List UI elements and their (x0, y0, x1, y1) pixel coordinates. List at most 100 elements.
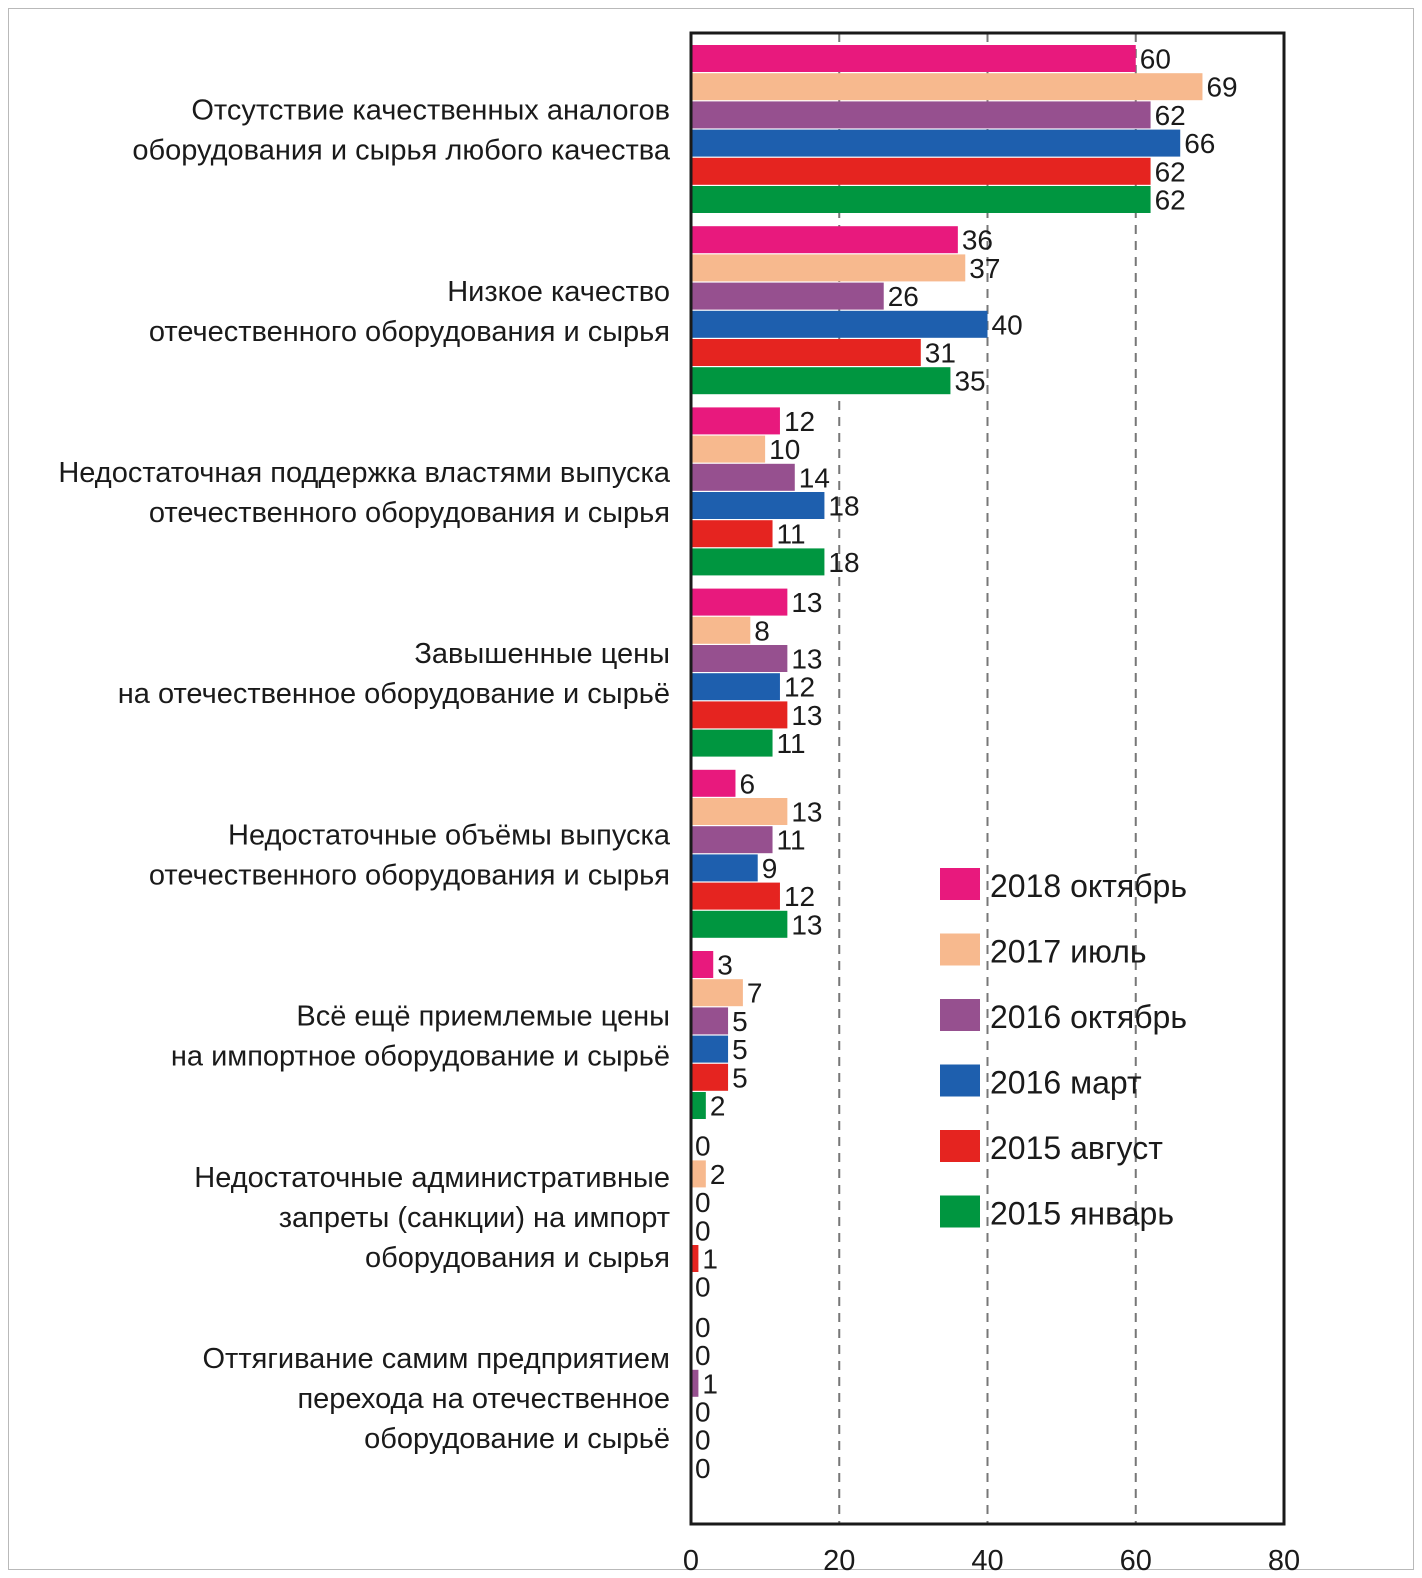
data-label: 60 (1140, 44, 1171, 75)
data-label: 13 (791, 909, 822, 940)
bar (691, 310, 988, 338)
bar (691, 367, 951, 395)
bar (691, 673, 780, 701)
data-label: 5 (732, 1006, 748, 1037)
data-label: 6 (739, 768, 755, 799)
data-label: 12 (784, 406, 815, 437)
data-label: 0 (695, 1272, 711, 1303)
bar (691, 1160, 706, 1188)
data-label: 0 (695, 1453, 711, 1484)
data-label: 31 (925, 338, 956, 369)
data-label: 35 (954, 366, 985, 397)
data-label: 36 (962, 225, 993, 256)
legend-label: 2016 март (990, 1065, 1142, 1101)
bar (691, 157, 1151, 185)
category-label: на импортное оборудование и сырьё (171, 1041, 670, 1073)
legend-label: 2018 октябрь (990, 868, 1187, 904)
bar (691, 282, 884, 310)
category-label: оборудования и сырья любого качества (132, 135, 670, 167)
bar (691, 854, 758, 882)
data-label: 13 (791, 644, 822, 675)
bar (691, 463, 795, 491)
legend-swatch (940, 933, 980, 966)
category-label: отечественного оборудования и сырья (149, 316, 670, 348)
bar (691, 548, 825, 576)
bar (691, 701, 788, 729)
bar (691, 979, 743, 1007)
legend-swatch (940, 999, 980, 1031)
data-label: 12 (784, 881, 815, 912)
bar (691, 616, 751, 644)
data-label: 14 (799, 462, 830, 493)
legend-swatch (940, 868, 980, 900)
data-label: 0 (695, 1340, 711, 1371)
bar (691, 407, 780, 435)
category-label: Всё ещё приемлемые цены (296, 1001, 670, 1033)
plot-area (689, 31, 1286, 1526)
data-label: 1 (702, 1244, 718, 1275)
category-label: Недостаточные объёмы выпуска (228, 819, 671, 851)
bar (691, 826, 773, 854)
category-label: Отсутствие качественных аналогов (191, 95, 670, 127)
category-label: оборудование и сырьё (364, 1423, 670, 1455)
bar (691, 729, 773, 757)
data-label: 18 (828, 547, 859, 578)
bar (691, 254, 966, 282)
category-label: Недостаточные административные (194, 1162, 670, 1194)
x-tick-label: 60 (1120, 1545, 1152, 1577)
bar (691, 769, 736, 797)
category-label: оборудования и сырья (365, 1242, 670, 1274)
bar (691, 226, 958, 254)
data-label: 5 (732, 1034, 748, 1065)
data-label: 10 (769, 434, 800, 465)
legend-swatch (940, 1195, 980, 1228)
data-label: 26 (888, 281, 919, 312)
bar (691, 492, 825, 519)
legend-swatch (940, 1064, 980, 1097)
data-label: 62 (1155, 156, 1186, 187)
category-label: отечественного оборудования и сырья (149, 497, 670, 529)
data-label: 37 (969, 253, 1000, 284)
bar (691, 129, 1181, 157)
data-label: 69 (1206, 72, 1237, 103)
data-label: 13 (791, 587, 822, 618)
bar (691, 1369, 699, 1397)
bar (691, 186, 1151, 213)
x-tick-label: 40 (971, 1545, 1003, 1577)
data-label: 2 (710, 1159, 726, 1190)
data-label: 13 (791, 700, 822, 731)
bar (691, 435, 766, 463)
bar (691, 73, 1203, 101)
data-label: 40 (992, 309, 1023, 340)
bar (691, 882, 780, 910)
data-label: 7 (747, 978, 763, 1009)
category-label: Оттягивание самим предприятием (203, 1343, 671, 1375)
bar (691, 1007, 729, 1035)
legend-label: 2015 август (990, 1130, 1163, 1166)
data-label: 0 (695, 1215, 711, 1246)
data-label: 2 (710, 1091, 726, 1122)
x-tick-label: 20 (823, 1545, 855, 1577)
data-label: 11 (777, 519, 806, 550)
data-label: 62 (1155, 100, 1186, 131)
bar (691, 45, 1136, 72)
data-label: 9 (762, 853, 778, 884)
data-label: 13 (791, 797, 822, 828)
data-label: 3 (717, 950, 733, 981)
bar (691, 910, 788, 938)
data-label: 1 (702, 1368, 718, 1399)
legend-label: 2017 июль (990, 934, 1147, 970)
bar (691, 520, 773, 548)
legend-swatch (940, 1130, 980, 1162)
bar (691, 1092, 706, 1119)
data-label: 8 (754, 615, 770, 646)
bar (691, 645, 788, 672)
data-label: 11 (777, 728, 806, 759)
data-label: 62 (1155, 185, 1186, 216)
x-tick-label: 80 (1268, 1545, 1300, 1577)
bar (691, 951, 714, 978)
category-label: перехода на отечественное (297, 1383, 670, 1415)
data-label: 0 (695, 1425, 711, 1456)
bar (691, 101, 1151, 129)
